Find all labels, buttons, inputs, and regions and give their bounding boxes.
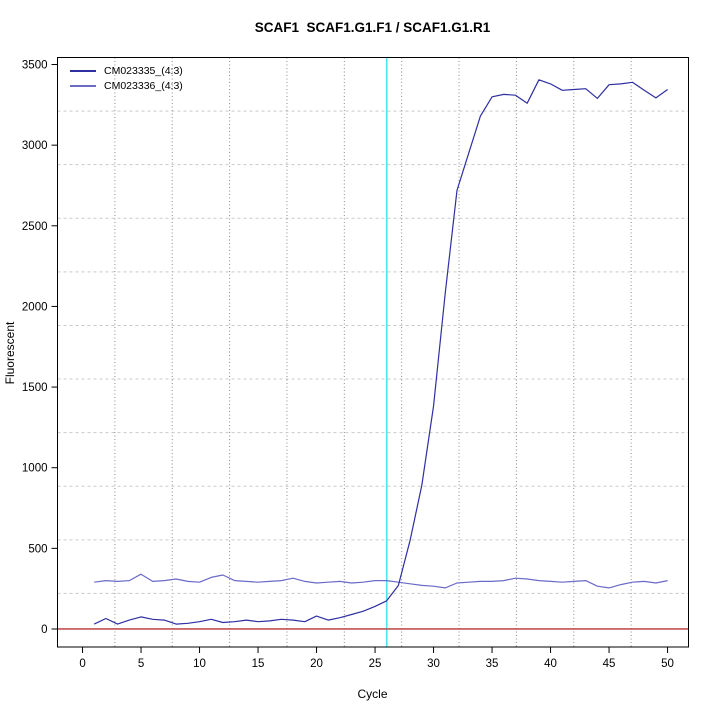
x-tick-label: 40: [544, 658, 557, 670]
legend-label-series1: CM023335_(4:3): [104, 65, 183, 77]
chart-title: SCAF1 SCAF1.G1.F1 / SCAF1.G1.R1: [254, 20, 491, 35]
legend-label-series2: CM023336_(4:3): [104, 80, 183, 92]
series1-color-swatch: [70, 70, 96, 72]
y-tick-label: 3000: [22, 140, 48, 152]
y-tick-label: 2500: [22, 221, 48, 233]
y-tick-label: 500: [28, 543, 47, 555]
x-tick-label: 30: [427, 658, 440, 670]
x-tick-label: 20: [310, 658, 323, 670]
x-tick-label: 15: [252, 658, 265, 670]
y-axis-label: Fluorescent: [3, 321, 17, 385]
series2-color-swatch: [70, 85, 96, 87]
legend: CM023335_(4:3) CM023336_(4:3): [70, 65, 183, 92]
y-tick-label: 1500: [22, 382, 48, 394]
x-axis-label: Cycle: [357, 687, 388, 701]
x-tick-label: 35: [486, 658, 499, 670]
plot-border: [57, 57, 689, 648]
x-tick-label: 10: [193, 658, 206, 670]
x-tick-label: 5: [138, 658, 144, 670]
x-tick-label: 0: [79, 658, 85, 670]
y-tick-label: 3500: [22, 60, 48, 72]
series-line-cm023335-4-3-: [93, 79, 668, 625]
x-tick-label: 25: [369, 658, 382, 670]
legend-item: CM023336_(4:3): [70, 80, 183, 92]
y-tick-label: 0: [41, 624, 47, 636]
x-tick-label: 45: [603, 658, 616, 670]
x-tick-label: 50: [661, 658, 674, 670]
y-tick-label: 2000: [22, 301, 48, 313]
series-line-cm023336-4-3-: [94, 573, 668, 589]
legend-item: CM023335_(4:3): [70, 65, 183, 77]
y-tick-label: 1000: [22, 463, 48, 475]
